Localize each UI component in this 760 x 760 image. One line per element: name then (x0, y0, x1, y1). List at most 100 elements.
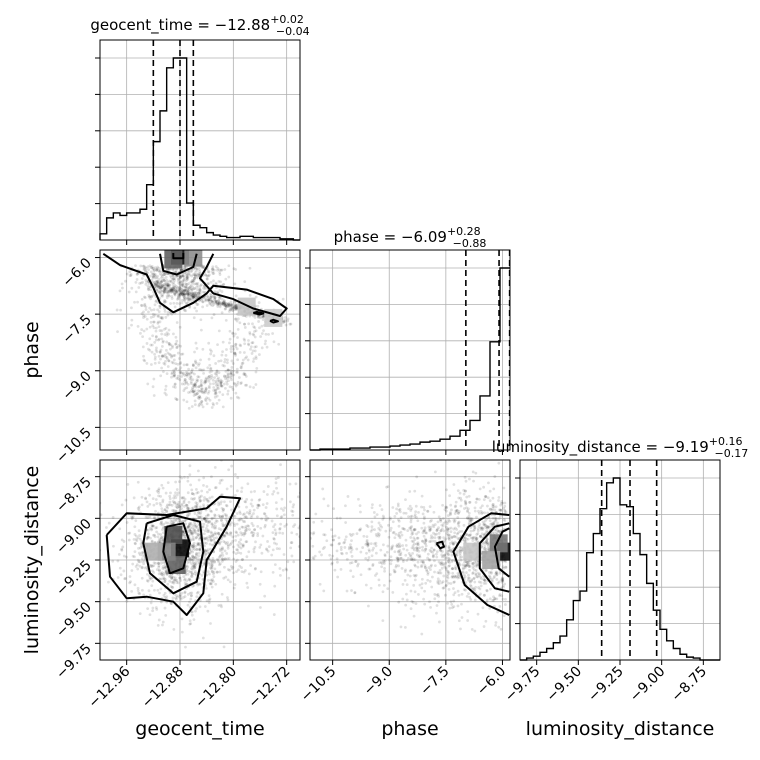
sample-point (167, 286, 171, 290)
histogram-phase (310, 250, 511, 451)
sample-point (169, 585, 173, 588)
sample-point (189, 294, 193, 298)
sample-point (440, 523, 444, 527)
sample-point (272, 490, 276, 493)
sample-point (485, 539, 488, 543)
sample-point (192, 390, 196, 394)
sample-point (474, 471, 478, 475)
sample-point (239, 382, 243, 385)
sample-point (197, 404, 201, 408)
sample-point (456, 489, 460, 493)
sample-point (447, 581, 450, 585)
sample-point (223, 541, 227, 544)
sample-point (192, 584, 196, 587)
sample-point (394, 532, 398, 536)
sample-point (145, 271, 149, 274)
sample-point (397, 550, 400, 554)
sample-point (169, 280, 173, 284)
sample-point (204, 273, 207, 277)
sample-point (459, 558, 463, 562)
sample-point (482, 578, 486, 581)
sample-point (218, 563, 221, 567)
sample-point (190, 294, 194, 298)
sample-point (446, 570, 450, 574)
sample-point (178, 293, 182, 296)
sample-point (344, 521, 348, 524)
sample-point (471, 562, 475, 566)
sample-point (192, 364, 195, 368)
sample-point (227, 375, 231, 379)
sample-point (381, 514, 385, 518)
sample-point (242, 372, 246, 376)
sample-point (180, 496, 184, 500)
sample-point (194, 531, 198, 535)
sample-point (190, 562, 193, 566)
sample-point (193, 566, 197, 570)
sample-point (234, 342, 238, 346)
sample-point (488, 571, 491, 574)
sample-point (185, 283, 189, 286)
sample-point (487, 574, 491, 578)
sample-point (215, 394, 219, 398)
sample-point (347, 547, 351, 551)
sample-point (256, 315, 260, 319)
sample-point (439, 561, 443, 565)
sample-point (209, 547, 212, 551)
sample-point (173, 371, 176, 374)
sample-point (204, 518, 208, 522)
sample-point (144, 305, 148, 309)
sample-point (335, 549, 339, 553)
sample-point (253, 567, 257, 571)
sample-point (187, 272, 191, 276)
sample-point (186, 525, 190, 528)
sample-point (187, 300, 190, 303)
sample-point (179, 366, 183, 370)
sample-point (184, 645, 187, 649)
sample-point (204, 519, 208, 523)
sample-point (172, 496, 176, 500)
sample-point (203, 290, 206, 294)
sample-point (191, 279, 195, 283)
sample-point (429, 550, 433, 553)
sample-point (174, 269, 178, 272)
sample-point (473, 560, 477, 564)
sample-point (245, 498, 249, 501)
sample-point (199, 381, 203, 385)
sample-point (230, 303, 234, 307)
sample-point (223, 302, 227, 306)
sample-point (183, 288, 187, 292)
sample-point (149, 270, 153, 274)
sample-point (349, 550, 353, 554)
sample-point (365, 539, 369, 542)
sample-point (218, 300, 221, 304)
sample-point (228, 337, 232, 341)
sample-point (388, 516, 392, 520)
sample-point (226, 303, 230, 307)
sample-point (163, 288, 166, 292)
sample-point (230, 508, 233, 512)
sample-point (481, 511, 484, 515)
sample-point (176, 295, 180, 299)
sample-point (163, 273, 167, 277)
sample-point (159, 600, 163, 604)
sample-point (165, 268, 169, 271)
sample-point (444, 506, 448, 510)
sample-point (458, 551, 462, 555)
sample-point (469, 580, 472, 584)
sample-point (431, 550, 434, 554)
sample-point (306, 523, 309, 526)
sample-point (445, 505, 449, 509)
sample-point (150, 266, 154, 270)
sample-point (174, 367, 178, 371)
sample-point (174, 397, 178, 400)
sample-point (229, 396, 233, 400)
sample-point (239, 344, 243, 348)
sample-point (138, 560, 142, 564)
sample-point (229, 347, 233, 351)
sample-point (431, 554, 435, 558)
sample-point (380, 525, 384, 529)
sample-point (217, 556, 221, 559)
sample-point (249, 490, 253, 494)
sample-point (162, 522, 166, 526)
sample-point (265, 502, 269, 505)
